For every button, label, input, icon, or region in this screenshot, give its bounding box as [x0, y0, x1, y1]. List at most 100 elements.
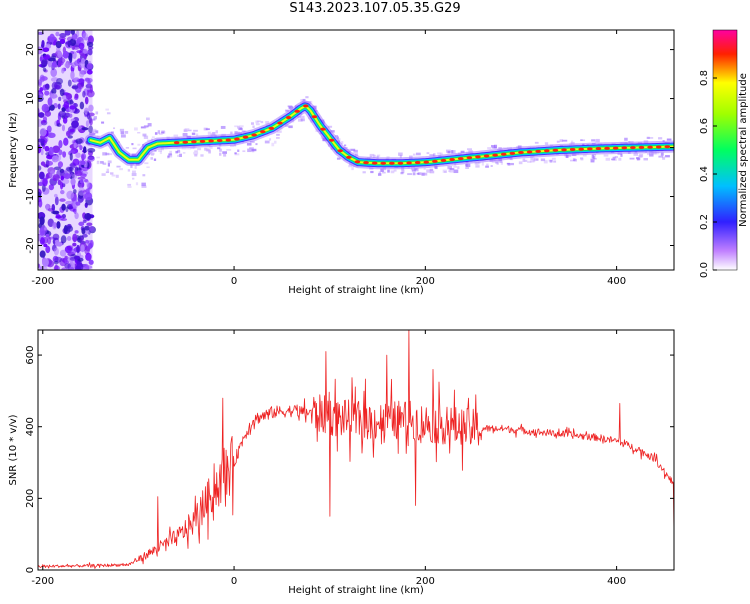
x-tick-label: 0	[231, 576, 237, 587]
ridge-peak	[475, 155, 481, 159]
ridge-peak	[414, 161, 421, 165]
colorbar-ticks: 0.0 0.2 0.4 0.6 0.8	[699, 70, 717, 278]
x-tick-label: 400	[607, 576, 626, 587]
ridge-peak	[389, 161, 395, 165]
colorbar-tick-label: 0.6	[699, 118, 710, 134]
ridge-peak	[638, 145, 645, 149]
ridge-peak	[346, 155, 352, 159]
y-tick-label: -10	[25, 188, 36, 204]
ridge-peak	[466, 156, 473, 160]
ridge-peak	[509, 151, 516, 155]
ridge-peak	[544, 149, 550, 153]
ridge-peak	[225, 138, 232, 142]
ridge-peak	[561, 148, 567, 152]
ridge-peak	[242, 135, 249, 139]
figure-title: S143.2023.107.05.35.G29	[289, 1, 461, 16]
ridge-peak	[320, 127, 326, 131]
spectrogram-x-label: Height of straight line (km)	[288, 285, 424, 296]
ridge-peak	[630, 146, 636, 150]
ridge-peak	[423, 160, 430, 164]
spectrogram-y-label: Frequency (Hz)	[8, 112, 19, 188]
ridge-peak	[380, 161, 387, 165]
ridge-peak	[302, 104, 309, 108]
ridge-peak	[208, 139, 214, 143]
spectrogram-frame	[37, 29, 675, 271]
y-tick-label: 10	[25, 92, 36, 105]
ridge-peak	[500, 152, 507, 156]
ridge-peak	[397, 161, 404, 165]
y-tick-label: 20	[25, 43, 36, 56]
ridge-peak	[294, 109, 300, 113]
ridge-peak	[621, 146, 628, 150]
ridge-peak	[612, 146, 619, 150]
x-tick-label: -200	[31, 576, 54, 587]
colorbar-tick-label: 0.0	[699, 262, 710, 278]
y-tick-label: 0	[25, 567, 36, 573]
ridge-peak	[595, 147, 602, 151]
ridge-peak	[457, 157, 464, 161]
snr-x-label: Height of straight line (km)	[288, 585, 424, 596]
colorbar-tick-label: 0.8	[699, 70, 710, 86]
ridge-peak	[337, 149, 344, 153]
ridge-peak	[259, 130, 266, 134]
colorbar-tick-label: 0.4	[699, 166, 710, 182]
ridge-peak	[526, 150, 533, 154]
ridge-peak	[604, 146, 610, 150]
y-tick-label: 200	[25, 489, 36, 508]
ridge-peak	[199, 139, 206, 143]
y-tick-label: -20	[25, 237, 36, 253]
ridge-peak	[311, 115, 318, 119]
ridge-peak	[285, 116, 292, 120]
ridge-peak	[354, 160, 361, 164]
ridge-peak	[191, 140, 197, 144]
x-tick-label: 400	[607, 276, 626, 287]
ridge-peak	[440, 158, 447, 162]
snr-y-label: SNR (10 * v/v)	[8, 414, 19, 485]
x-tick-label: 200	[416, 276, 435, 287]
ridge-peak	[664, 145, 671, 149]
spectrogram-panel: -200 0 200 400 -20 -10 0 10 20 Height of straigh…	[8, 29, 749, 296]
ridge-peak	[328, 138, 335, 142]
ridge-peak	[552, 148, 559, 152]
noise-region	[38, 30, 96, 270]
ridge-peak	[432, 159, 438, 163]
ridge-band-outer	[84, 100, 674, 170]
ridge-peak	[569, 147, 576, 151]
x-tick-label: 0	[231, 276, 237, 287]
ridge-peak	[173, 141, 180, 145]
ridge-peak	[216, 138, 223, 142]
y-tick-label: 0	[25, 144, 36, 150]
colorbar	[712, 29, 738, 271]
ridge-peak	[518, 150, 524, 154]
snr-ticks: -200 0 200 400 0 200 400 600	[25, 330, 674, 587]
snr-plot-area	[38, 330, 674, 569]
x-tick-label: 200	[416, 576, 435, 587]
ridge-peak	[647, 145, 653, 149]
spectrogram-ticks: -200 0 200 400 -20 -10 0 10 20	[25, 30, 674, 287]
colorbar-tick-label: 0.2	[699, 214, 710, 230]
ridge-peak	[578, 147, 585, 151]
snr-series-line	[38, 330, 674, 569]
spectrogram-plot-area	[38, 30, 674, 270]
ridge-peak	[492, 153, 498, 157]
ridge-peak	[587, 147, 593, 151]
snr-panel: -200 0 200 400 0 200 400 600 Height of straight…	[8, 329, 675, 596]
ridge-peak	[251, 133, 257, 137]
ridge-peak	[406, 161, 412, 165]
snr-frame	[37, 329, 675, 571]
ridge-peak	[268, 126, 275, 130]
ridge-peak	[182, 140, 189, 144]
ridge-peak	[449, 158, 455, 162]
y-tick-label: 600	[25, 346, 36, 365]
ridge-peak	[371, 161, 378, 165]
colorbar-label: Normalized spectral amplitude	[738, 73, 749, 227]
ridge-peak	[483, 154, 490, 158]
x-tick-label: -200	[31, 276, 54, 287]
y-tick-label: 400	[25, 417, 36, 436]
ridge-peak	[535, 149, 541, 153]
ridge-peak	[363, 161, 369, 165]
ridge-peak	[655, 145, 662, 149]
ridge-peaks	[173, 104, 671, 165]
